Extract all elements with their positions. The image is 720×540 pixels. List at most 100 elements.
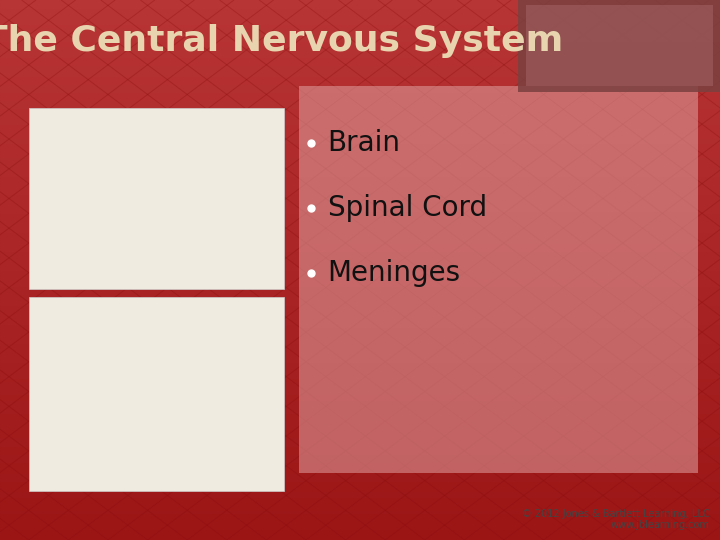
Bar	[0, 151, 720, 154]
Bar	[0, 381, 720, 383]
Bar	[0, 270, 720, 273]
Bar	[0, 170, 720, 173]
Bar	[0, 219, 720, 221]
Bar	[0, 62, 720, 65]
Bar	[0, 19, 720, 22]
Bar	[0, 435, 720, 437]
Bar	[0, 446, 720, 448]
Bar	[0, 57, 720, 59]
Text: Spinal Cord: Spinal Cord	[328, 194, 487, 222]
Bar	[0, 165, 720, 167]
Bar	[0, 402, 720, 405]
Text: Meninges: Meninges	[328, 259, 461, 287]
Bar	[0, 338, 720, 340]
Bar	[0, 200, 720, 202]
Bar	[0, 524, 720, 526]
Bar	[0, 22, 720, 24]
Bar	[0, 294, 720, 297]
Bar	[0, 81, 720, 84]
Bar	[0, 146, 720, 148]
Bar	[0, 35, 720, 38]
Bar	[0, 14, 720, 16]
Bar	[0, 186, 720, 189]
Bar	[0, 205, 720, 208]
Bar	[0, 386, 720, 389]
Bar	[0, 248, 720, 251]
Bar	[0, 397, 720, 400]
Bar	[0, 440, 720, 443]
Bar	[0, 76, 720, 78]
Bar	[0, 230, 720, 232]
Bar	[0, 140, 720, 143]
Bar	[0, 105, 720, 108]
Bar	[0, 532, 720, 535]
Bar	[0, 265, 720, 267]
Bar	[0, 208, 720, 211]
Bar	[0, 24, 720, 27]
Bar	[0, 537, 720, 540]
Bar	[0, 86, 720, 89]
Bar	[0, 508, 720, 510]
Bar	[0, 138, 720, 140]
Bar	[0, 362, 720, 364]
Bar	[0, 456, 720, 459]
Bar	[0, 292, 720, 294]
Bar	[0, 89, 720, 92]
Bar	[0, 246, 720, 248]
Bar	[0, 286, 720, 289]
Bar	[0, 526, 720, 529]
Bar	[0, 394, 720, 397]
Bar	[0, 332, 720, 335]
Bar	[0, 472, 720, 475]
Bar	[0, 383, 720, 386]
Text: © 2012 Jones & Bartlett Learning, LLC
www.jblearning.com: © 2012 Jones & Bartlett Learning, LLC ww…	[521, 509, 709, 530]
Bar	[0, 213, 720, 216]
Text: The Central Nervous System: The Central Nervous System	[0, 24, 564, 57]
Bar	[526, 5, 713, 86]
Bar	[0, 478, 720, 481]
Bar	[0, 370, 720, 373]
Bar	[0, 489, 720, 491]
Bar	[0, 157, 720, 159]
Bar	[0, 459, 720, 462]
Bar	[0, 483, 720, 486]
Bar	[0, 300, 720, 302]
Bar	[0, 94, 720, 97]
Bar	[0, 413, 720, 416]
Bar	[0, 302, 720, 305]
Bar	[0, 159, 720, 162]
Bar	[0, 40, 720, 43]
Bar	[0, 535, 720, 537]
Bar	[0, 310, 720, 313]
Bar	[0, 475, 720, 478]
Bar	[0, 216, 720, 219]
Bar	[0, 0, 720, 3]
Bar	[0, 448, 720, 451]
Bar	[0, 65, 720, 68]
Bar	[0, 275, 720, 278]
Bar	[0, 189, 720, 192]
Bar	[0, 73, 720, 76]
Bar	[0, 235, 720, 238]
Bar	[0, 54, 720, 57]
Bar	[0, 124, 720, 127]
Bar	[0, 308, 720, 310]
Bar	[0, 221, 720, 224]
Bar	[0, 418, 720, 421]
Bar	[0, 324, 720, 327]
Bar	[0, 116, 720, 119]
Bar	[0, 59, 720, 62]
Bar	[0, 11, 720, 14]
Bar	[0, 481, 720, 483]
Bar	[0, 486, 720, 489]
Bar	[0, 321, 720, 324]
Bar	[0, 454, 720, 456]
Bar	[0, 97, 720, 100]
Bar	[0, 181, 720, 184]
Bar	[0, 408, 720, 410]
Bar	[0, 313, 720, 316]
Bar	[0, 378, 720, 381]
Bar	[0, 410, 720, 413]
Bar	[0, 38, 720, 40]
Bar	[518, 0, 720, 92]
